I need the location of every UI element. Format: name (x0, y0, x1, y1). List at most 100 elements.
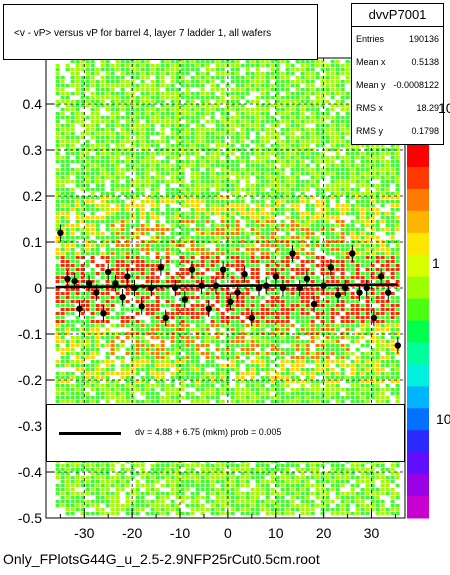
density-cell (80, 188, 85, 191)
density-cell (230, 76, 235, 79)
density-cell (150, 236, 155, 239)
density-cell (150, 120, 155, 123)
density-cell (200, 468, 205, 471)
density-cell (55, 208, 60, 211)
density-cell (130, 504, 135, 507)
density-cell (220, 484, 225, 487)
density-cell (140, 228, 145, 231)
density-cell (155, 336, 160, 339)
density-cell (100, 296, 105, 299)
density-cell (95, 100, 100, 103)
density-cell (220, 136, 225, 139)
density-cell (65, 300, 70, 303)
density-cell (285, 128, 290, 131)
density-cell (280, 328, 285, 331)
density-cell (145, 380, 150, 383)
density-cell (235, 384, 240, 387)
density-cell (60, 236, 65, 239)
density-cell (80, 320, 85, 323)
density-cell (250, 296, 255, 299)
density-cell (195, 228, 200, 231)
density-cell (155, 188, 160, 191)
density-cell (205, 380, 210, 383)
density-cell (110, 92, 115, 95)
density-cell (145, 84, 150, 87)
density-cell (150, 84, 155, 87)
density-cell (235, 308, 240, 311)
density-cell (250, 72, 255, 75)
density-cell (255, 128, 260, 131)
density-cell (60, 164, 65, 167)
density-cell (280, 316, 285, 319)
density-cell (205, 360, 210, 363)
density-cell (65, 68, 70, 71)
density-cell (275, 508, 280, 511)
density-cell (65, 488, 70, 491)
density-cell (220, 116, 225, 119)
density-cell (155, 332, 160, 335)
density-cell (190, 64, 195, 67)
density-cell (85, 324, 90, 327)
density-cell (190, 400, 195, 403)
density-cell (170, 200, 175, 203)
density-cell (190, 372, 195, 375)
density-cell (125, 104, 130, 107)
density-cell (245, 480, 250, 483)
density-cell (250, 120, 255, 123)
density-cell (255, 344, 260, 347)
density-cell (290, 124, 295, 127)
density-cell (130, 256, 135, 259)
density-cell (90, 108, 95, 111)
density-cell (240, 108, 245, 111)
density-cell (230, 172, 235, 175)
density-cell (150, 304, 155, 307)
density-cell (150, 272, 155, 275)
density-cell (270, 180, 275, 183)
density-cell (80, 92, 85, 95)
density-cell (125, 236, 130, 239)
density-cell (65, 256, 70, 259)
density-cell (195, 316, 200, 319)
density-cell (125, 496, 130, 499)
density-cell (240, 228, 245, 231)
density-cell (180, 308, 185, 311)
density-cell (305, 88, 310, 91)
density-cell (65, 224, 70, 227)
density-cell (175, 328, 180, 331)
density-cell (180, 304, 185, 307)
density-cell (115, 272, 120, 275)
density-cell (120, 312, 125, 315)
density-cell (135, 328, 140, 331)
density-cell (245, 504, 250, 507)
density-cell (230, 276, 235, 279)
density-cell (180, 236, 185, 239)
density-cell (105, 480, 110, 483)
density-cell (55, 292, 60, 295)
density-cell (90, 220, 95, 223)
density-cell (280, 72, 285, 75)
density-cell (285, 324, 290, 327)
density-cell (245, 156, 250, 159)
density-cell (110, 188, 115, 191)
density-cell (210, 160, 215, 163)
density-cell (275, 396, 280, 399)
density-cell (85, 204, 90, 207)
density-cell (210, 364, 215, 367)
density-cell (215, 84, 220, 87)
density-cell (235, 500, 240, 503)
density-cell (270, 216, 275, 219)
density-cell (160, 92, 165, 95)
density-cell (295, 476, 300, 479)
density-cell (100, 464, 105, 467)
density-cell (285, 264, 290, 267)
density-cell (180, 68, 185, 71)
density-cell (140, 300, 145, 303)
density-cell (205, 340, 210, 343)
density-cell (185, 484, 190, 487)
density-cell (150, 308, 155, 311)
density-cell (85, 492, 90, 495)
density-cell (185, 368, 190, 371)
density-cell (230, 192, 235, 195)
density-cell (205, 292, 210, 295)
density-cell (215, 236, 220, 239)
